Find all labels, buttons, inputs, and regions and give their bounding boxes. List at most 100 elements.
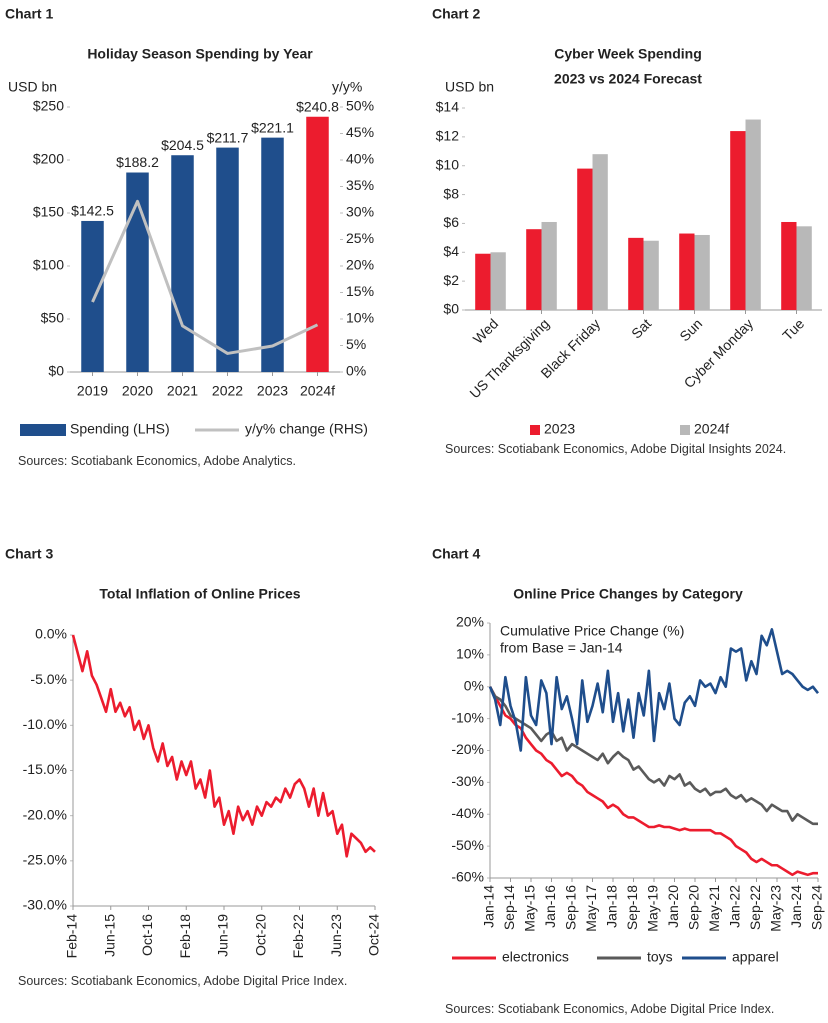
bar <box>475 253 491 310</box>
y-tick-label: $200 <box>33 151 64 167</box>
y-tick-label: -25.0% <box>23 852 67 868</box>
y2-tick-label: 25% <box>346 230 374 246</box>
y-tick-label: -10.0% <box>23 716 67 732</box>
x-tick-label: May-23 <box>768 885 784 932</box>
source: Sources: Scotiabank Economics, Adobe Ana… <box>18 454 296 468</box>
value-label: $204.5 <box>161 137 204 153</box>
y-tick-label: $6 <box>443 214 459 230</box>
chart-title: Holiday Season Spending by Year <box>87 46 313 62</box>
y-tick-label: $0 <box>443 301 459 317</box>
y-tick-label: -60% <box>451 869 484 885</box>
x-tick-label: 2021 <box>167 383 198 399</box>
x-tick-label: May-15 <box>522 885 538 932</box>
y-tick-label: -30.0% <box>23 897 67 913</box>
bar <box>745 119 761 311</box>
x-tick-label: Sep-22 <box>747 885 763 930</box>
x-tick-label: Sep-16 <box>563 885 579 930</box>
y-tick-label: -5.0% <box>30 671 67 687</box>
legend-swatch <box>530 425 540 435</box>
y-tick-label: $100 <box>33 257 64 273</box>
value-label: $188.2 <box>116 154 159 170</box>
chart-label: Chart 4 <box>432 546 480 562</box>
source-box: Sources: Scotiabank Economics, Adobe Dig… <box>445 1002 775 1016</box>
x-tick-label: Jan-20 <box>665 885 681 928</box>
line <box>488 686 818 877</box>
bar <box>577 168 593 310</box>
line <box>91 199 319 355</box>
x-tick-label: Sep-14 <box>501 885 517 930</box>
y2-tick-label: 35% <box>346 177 374 193</box>
bar <box>796 226 812 310</box>
value-label: $221.1 <box>251 119 294 135</box>
legend-label: toys <box>647 949 673 965</box>
y-tick-label: -30% <box>451 773 484 789</box>
source: Sources: Scotiabank Economics, Adobe Dig… <box>18 974 348 988</box>
y-axis-unit: USD bn <box>8 79 57 95</box>
y-tick-label: $10 <box>436 156 460 172</box>
annotation: from Base = Jan-14 <box>500 640 623 656</box>
bar <box>679 233 695 310</box>
x-tick-label: Jan-14 <box>481 885 497 928</box>
source: Sources: Scotiabank Economics, Adobe Dig… <box>445 1002 775 1016</box>
value-label: $240.8 <box>296 98 339 114</box>
chart-subtitle: 2023 vs 2024 Forecast <box>554 71 702 87</box>
y2-tick-label: 5% <box>346 336 366 352</box>
legend-swatch <box>20 424 66 436</box>
legend-label: apparel <box>732 949 779 965</box>
legend-label: 2023 <box>544 421 575 437</box>
y2-tick-label: 30% <box>346 204 374 220</box>
y-tick-label: -10% <box>451 709 484 725</box>
y-tick-label: $8 <box>443 185 459 201</box>
bar <box>628 237 644 310</box>
value-label: $211.7 <box>207 129 249 145</box>
y-tick-label: $0 <box>48 363 64 379</box>
legend-label: electronics <box>502 949 569 965</box>
line <box>488 686 818 826</box>
bar <box>541 221 557 310</box>
x-tick-label: Tue <box>779 315 807 343</box>
y2-axis-unit: y/y% <box>332 79 362 95</box>
x-tick-label: 2020 <box>122 383 153 399</box>
x-tick-label: 2024f <box>300 383 335 399</box>
x-tick-label: May-21 <box>706 885 722 932</box>
y-tick-label: -50% <box>451 837 484 853</box>
bar <box>306 116 329 372</box>
source: Sources: Scotiabank Economics, Adobe Dig… <box>445 442 787 456</box>
y-tick-label: -20% <box>451 741 484 757</box>
y2-tick-label: 0% <box>346 363 366 379</box>
y2-tick-label: 15% <box>346 283 374 299</box>
x-tick-label: Sun <box>676 315 705 344</box>
bar <box>261 137 284 372</box>
chart-label: Chart 3 <box>5 546 53 562</box>
source-box: Sources: Scotiabank Economics, Adobe Dig… <box>445 442 787 456</box>
x-tick-label: Jun-15 <box>101 914 117 957</box>
x-tick-label: Oct-20 <box>252 914 268 956</box>
legend-label: Spending (LHS) <box>70 421 170 437</box>
y-tick-label: 10% <box>456 646 484 662</box>
y-axis-unit: USD bn <box>445 79 494 95</box>
y-tick-label: 20% <box>456 614 484 630</box>
y-tick-label: $2 <box>443 272 459 288</box>
y2-tick-label: 10% <box>346 310 374 326</box>
value-label: $142.5 <box>71 203 114 219</box>
x-tick-label: May-17 <box>583 885 599 932</box>
bar <box>126 172 149 372</box>
x-tick-label: Feb-18 <box>177 914 193 959</box>
x-tick-label: Jun-19 <box>215 914 231 957</box>
bar <box>643 240 659 310</box>
x-tick-label: Oct-16 <box>139 914 155 956</box>
x-tick-label: Sep-24 <box>809 885 825 930</box>
x-tick-label: Jan-16 <box>542 885 558 928</box>
x-tick-label: Jan-22 <box>727 885 743 928</box>
y-tick-label: $150 <box>33 204 64 220</box>
y2-tick-label: 40% <box>346 151 374 167</box>
source-box: Sources: Scotiabank Economics, Adobe Ana… <box>18 454 296 468</box>
x-tick-label: Jan-24 <box>788 885 804 928</box>
y-tick-label: -20.0% <box>23 806 67 822</box>
y-tick-label: 0.0% <box>35 626 67 642</box>
x-tick-label: 2023 <box>257 383 288 399</box>
bar <box>694 234 710 310</box>
legend-label: 2024f <box>694 421 729 437</box>
x-tick-label: Sep-18 <box>624 885 640 930</box>
